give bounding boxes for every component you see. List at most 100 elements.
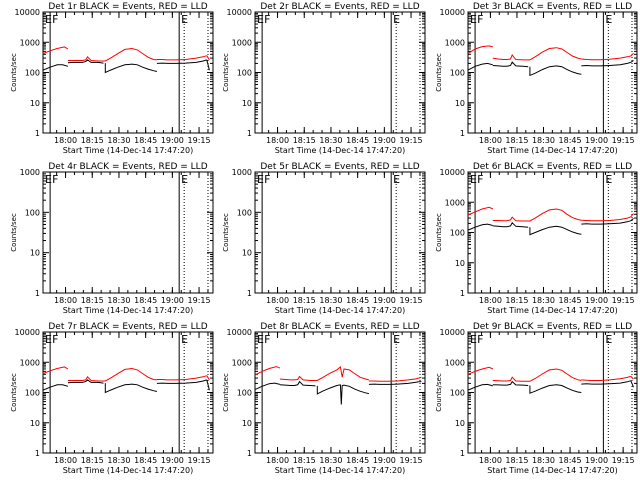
x-tick-label: 19:15 [612,456,635,465]
interval-marker-label: F [52,173,58,186]
x-tick-label: 18:45 [134,456,157,465]
x-tick-label: 19:15 [400,456,423,465]
y-tick-label: 1 [35,289,40,298]
y-tick-label: 1000 [445,358,465,367]
y-tick-label: 10000 [227,8,252,17]
lld-rate-line [368,377,419,382]
events-rate-line [630,380,634,388]
panel-title: Det 3r BLACK = Events, RED = LLD [473,2,632,12]
y-tick-label: 10 [455,259,465,268]
x-axis-label: Start Time (14-Dec-14 17:47:20) [487,466,618,475]
y-axis-label: Counts/sec [435,53,443,92]
x-tick-label: 18:30 [319,136,342,145]
y-tick-label: 1000 [232,168,252,177]
x-tick-label: 19:15 [612,296,635,305]
x-tick-label: 19:00 [585,296,608,305]
x-tick-label: 18:15 [293,456,316,465]
plot-frame [42,331,214,454]
y-tick-label: 1000 [445,198,465,207]
x-tick-label: 18:15 [81,136,104,145]
interval-marker-label: F [264,333,270,346]
interval-marker-label: F [477,333,483,346]
y-tick-label: 1 [247,129,252,138]
y-tick-label: 1 [460,449,465,458]
events-rate-line [581,61,631,67]
events-rate-line [630,60,634,63]
y-tick-label: 100 [237,69,252,78]
x-tick-label: 18:30 [319,296,342,305]
x-tick-label: 18:30 [107,296,130,305]
events-rate-line [67,59,104,64]
interval-marker-label: E [393,13,400,26]
y-tick-label: 100 [237,389,252,398]
y-axis-label: Counts/sec [10,373,18,412]
lld-rate-line [418,376,422,379]
y-axis-label: Counts/sec [435,373,443,412]
panel-title: Det 8r BLACK = Events, RED = LLD [260,322,419,332]
events-rate-line [529,384,582,394]
lld-rate-line [254,366,281,376]
lld-rate-line [492,368,582,382]
x-tick-label: 19:00 [585,456,608,465]
x-tick-label: 19:00 [161,296,184,305]
y-axis-label: Counts/sec [10,213,18,252]
x-tick-label: 19:15 [400,136,423,145]
panel-title: Det 9r BLACK = Events, RED = LLD [473,322,632,332]
plot-frame [42,11,214,134]
plot-frame [254,171,426,294]
lld-rate-line [467,45,493,55]
x-tick-label: 18:30 [532,136,555,145]
panel-title: Det 7r BLACK = Events, RED = LLD [48,322,207,332]
detector-panel-4: Det 4r BLACK = Events, RED = LLD 1 10 100 10… [10,162,214,315]
y-tick-label: 1 [247,449,252,458]
interval-marker-label: E [45,13,52,26]
detector-panel-2: Det 2r BLACK = Events, RED = LLD 1 10 100 10… [222,2,426,155]
y-tick-label: 10 [30,419,40,428]
lld-rate-line [630,213,634,218]
y-tick-label: 1000 [445,38,465,47]
x-axis-label: Start Time (14-Dec-14 17:47:20) [63,466,194,475]
events-rate-line [104,383,158,394]
y-tick-label: 100 [450,229,465,238]
y-tick-label: 100 [25,69,40,78]
events-rate-line [156,379,207,384]
x-tick-label: 18:30 [532,456,555,465]
x-tick-label: 18:15 [505,296,528,305]
interval-marker-label: F [52,13,58,26]
events-rate-line [492,61,529,68]
interval-marker-label: E [393,333,400,346]
x-tick-label: 18:00 [54,136,77,145]
detector-panel-3: Det 3r BLACK = Events, RED = LLD 1 10 100 10… [435,2,638,155]
events-rate-line [492,221,529,228]
events-rate-line [492,380,529,386]
x-tick-label: 18:30 [107,456,130,465]
detector-panel-1: Det 1r BLACK = Events, RED = LLD 1 10 100 10… [10,2,214,155]
interval-marker-label: E [257,333,264,346]
y-axis-label: Counts/sec [222,373,230,412]
y-tick-label: 10 [455,99,465,108]
events-rate-line [467,62,493,71]
x-tick-label: 19:00 [373,456,396,465]
y-tick-label: 1000 [232,358,252,367]
y-tick-label: 1000 [20,358,40,367]
x-tick-label: 19:15 [612,136,635,145]
y-tick-label: 100 [450,389,465,398]
x-tick-label: 19:00 [585,136,608,145]
events-rate-line [67,379,104,384]
y-tick-label: 1000 [232,38,252,47]
y-tick-label: 10 [242,249,252,258]
y-tick-label: 10000 [440,8,465,17]
y-tick-label: 1 [247,289,252,298]
lld-rate-line [156,375,207,381]
y-tick-label: 100 [450,69,465,78]
detector-panel-6: Det 6r BLACK = Events, RED = LLD 1 10 100 10… [435,162,638,315]
interval-marker-label: E [257,173,264,186]
lld-rate-line [279,365,370,381]
x-tick-label: 18:00 [479,136,502,145]
events-rate-line [206,379,210,391]
x-tick-label: 18:00 [266,136,289,145]
interval-marker-label: E [605,333,612,346]
interval-marker-label: E [181,333,188,346]
y-tick-label: 10000 [440,168,465,177]
